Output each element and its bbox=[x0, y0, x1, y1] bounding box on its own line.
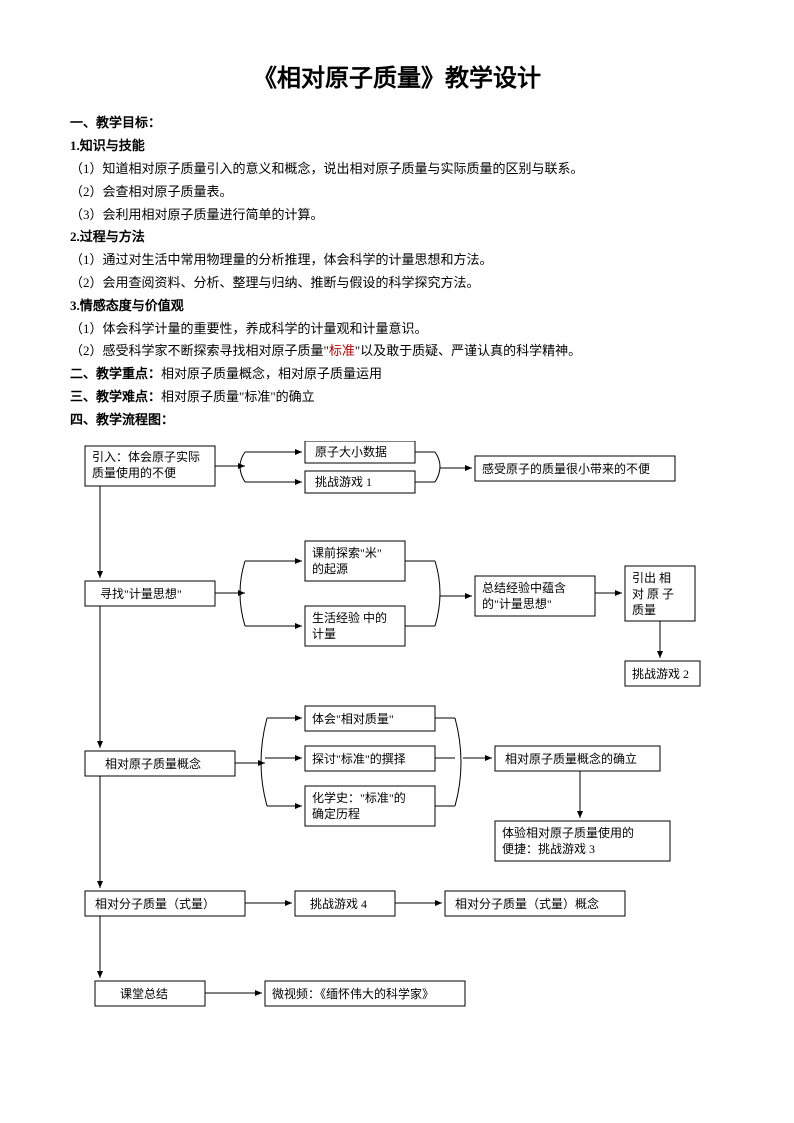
svg-text:体会"相对质量": 体会"相对质量" bbox=[312, 712, 394, 726]
svg-text:的起源: 的起源 bbox=[312, 561, 348, 576]
svg-text:课前探索"米": 课前探索"米" bbox=[312, 545, 382, 560]
svg-text:挑战游戏 4: 挑战游戏 4 bbox=[310, 897, 367, 911]
svg-text:生活经验 中的: 生活经验 中的 bbox=[312, 610, 387, 625]
svg-text:探讨"标准"的撰择: 探讨"标准"的撰择 bbox=[312, 751, 406, 766]
svg-text:化学史："标准"的: 化学史："标准"的 bbox=[312, 790, 406, 805]
page-title: 《相对原子质量》教学设计 bbox=[70, 60, 724, 98]
svg-text:体验相对原子质量使用的: 体验相对原子质量使用的 bbox=[502, 825, 634, 840]
svg-text:质量: 质量 bbox=[632, 603, 656, 617]
sub-2: 2.过程与方法 bbox=[70, 227, 724, 248]
svg-text:微视频：《缅怀伟大的科学家》: 微视频：《缅怀伟大的科学家》 bbox=[272, 986, 434, 1001]
item-2a: （1）通过对生活中常用物理量的分析推理，体会科学的计量思想和方法。 bbox=[70, 250, 724, 271]
svg-text:相对分子质量（式量）: 相对分子质量（式量） bbox=[95, 897, 215, 911]
svg-text:总结经验中蕴含: 总结经验中蕴含 bbox=[482, 580, 566, 595]
sub-3: 3.情感态度与价值观 bbox=[70, 296, 724, 317]
item-1c: （3）会利用相对原子质量进行简单的计算。 bbox=[70, 205, 724, 226]
svg-text:便捷：挑战游戏 3: 便捷：挑战游戏 3 bbox=[502, 842, 595, 856]
item-1b: （2）会查相对原子质量表。 bbox=[70, 182, 724, 203]
svg-text:课堂总结: 课堂总结 bbox=[120, 987, 168, 1001]
sub-1: 1.知识与技能 bbox=[70, 136, 724, 157]
svg-text:挑战游戏 2: 挑战游戏 2 bbox=[632, 667, 689, 681]
svg-text:质量使用的不便: 质量使用的不便 bbox=[92, 465, 176, 480]
item-3b: （2）感受科学家不断探索寻找相对原子质量"标准"以及敢于质疑、严谨认真的科学精神… bbox=[70, 341, 724, 362]
svg-text:确定历程: 确定历程 bbox=[312, 806, 360, 821]
svg-text:挑战游戏 1: 挑战游戏 1 bbox=[315, 475, 372, 489]
svg-text:的"计量思想": 的"计量思想" bbox=[482, 596, 552, 611]
svg-text:相对分子质量（式量）概念: 相对分子质量（式量）概念 bbox=[455, 896, 599, 911]
heading-2: 二、教学重点：相对原子质量概念，相对原子质量运用 bbox=[70, 364, 724, 385]
svg-text:原子大小数据: 原子大小数据 bbox=[315, 444, 387, 459]
svg-text:对 原 子: 对 原 子 bbox=[632, 587, 674, 601]
heading-1: 一、教学目标： bbox=[70, 113, 724, 134]
svg-text:相对原子质量概念的确立: 相对原子质量概念的确立 bbox=[505, 751, 637, 766]
item-3a: （1）体会科学计量的重要性，养成科学的计量观和计量意识。 bbox=[70, 319, 724, 340]
svg-text:引入：体会原子实际: 引入：体会原子实际 bbox=[92, 449, 200, 464]
svg-text:引出 相: 引出 相 bbox=[632, 571, 671, 585]
svg-text:寻找"计量思想": 寻找"计量思想" bbox=[100, 586, 182, 601]
svg-text:计量: 计量 bbox=[312, 627, 336, 641]
heading-4: 四、教学流程图： bbox=[70, 410, 724, 431]
heading-3: 三、教学难点：相对原子质量"标准"的确立 bbox=[70, 387, 724, 408]
item-1a: （1）知道相对原子质量引入的意义和概念，说出相对原子质量与实际质量的区别与联系。 bbox=[70, 159, 724, 180]
flowchart: 引入：体会原子实际质量使用的不便 原子大小数据 挑战游戏 1 感受原子的质量很小… bbox=[70, 441, 724, 1061]
svg-text:感受原子的质量很小带来的不便: 感受原子的质量很小带来的不便 bbox=[482, 461, 650, 476]
svg-text:相对原子质量概念: 相对原子质量概念 bbox=[105, 756, 201, 771]
item-2b: （2）会用查阅资料、分析、整理与归纳、推断与假设的科学探究方法。 bbox=[70, 273, 724, 294]
